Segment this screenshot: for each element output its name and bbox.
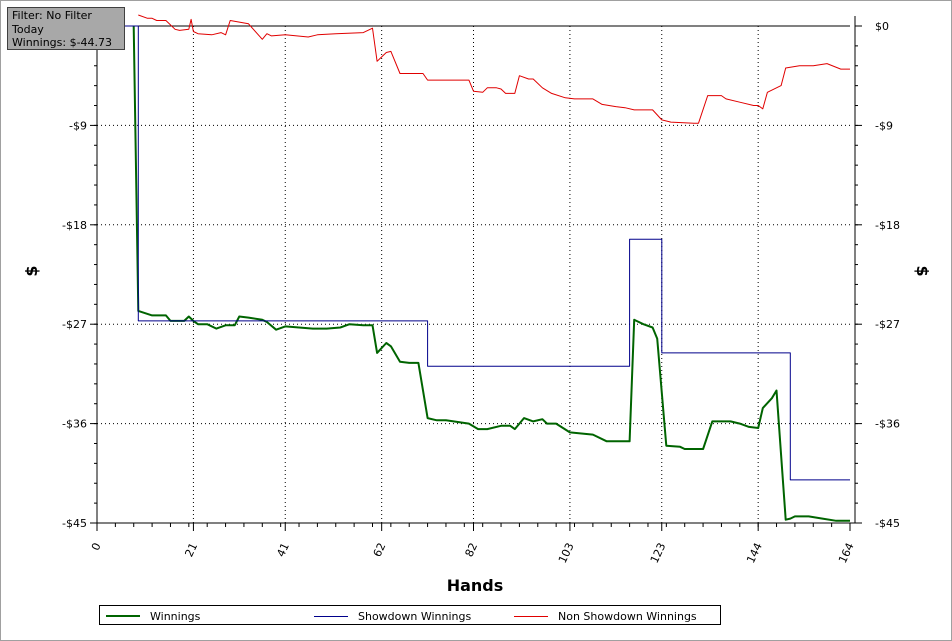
legend-label-non-showdown: Non Showdown Winnings [558, 609, 697, 623]
y-tick-label-right: $0 [875, 20, 889, 33]
legend-swatch-showdown [314, 615, 348, 617]
y-tick-label-right: -$27 [875, 318, 900, 331]
y-axis-title-left: $ [22, 265, 41, 276]
legend-label-winnings: Winnings [150, 609, 201, 623]
x-tick-label: 62 [371, 541, 389, 559]
y-tick-label-right: -$45 [875, 517, 900, 530]
y-tick-label-right: -$36 [875, 418, 900, 431]
x-tick-label: 103 [556, 541, 577, 566]
legend-swatch-winnings [106, 615, 140, 617]
legend-label-showdown: Showdown Winnings [358, 609, 472, 623]
axes: 0 21 41 62 82 103 123 144 164 $0 -$9 -$9 -$18 -$18 -$2… [62, 16, 900, 565]
winnings-label: Winnings: $-44.73 [12, 36, 113, 49]
y-tick-label-left: -$45 [62, 517, 87, 530]
x-tick-label: 123 [648, 541, 669, 566]
period-label: Today [12, 22, 44, 36]
y-axis-title-right: $ [913, 265, 932, 276]
x-axis-title: Hands [447, 576, 504, 595]
y-tick-label-left: -$27 [62, 318, 87, 331]
x-tick-label: 144 [744, 541, 765, 566]
y-tick-label-left: -$18 [62, 219, 87, 232]
x-tick-label: 164 [836, 541, 857, 566]
winnings-line [132, 25, 850, 522]
y-tick-label-right: -$18 [875, 219, 900, 232]
legend-item-winnings: Winnings [106, 609, 200, 623]
grid [97, 25, 850, 523]
series [97, 14, 850, 522]
legend-item-showdown: Showdown Winnings [314, 609, 471, 623]
filter-label: Filter: No Filter [12, 9, 92, 22]
legend: Winnings Showdown Winnings Non Showdown … [99, 605, 721, 625]
legend-item-non-showdown: Non Showdown Winnings [514, 609, 697, 623]
x-tick-label: 0 [89, 541, 104, 553]
y-tick-label-right: -$9 [875, 119, 893, 132]
showdown-winnings-line [97, 25, 850, 481]
non-showdown-winnings-line [138, 14, 850, 124]
filter-info-box: Filter: No Filter Today Winnings: $-44.7… [7, 7, 125, 50]
x-tick-label: 82 [463, 541, 481, 559]
y-tick-label-left: -$36 [62, 418, 87, 431]
legend-swatch-non-showdown [514, 615, 548, 617]
x-tick-label: 41 [274, 541, 292, 559]
x-tick-label: 21 [182, 541, 200, 559]
y-tick-label-left: -$9 [69, 119, 87, 132]
